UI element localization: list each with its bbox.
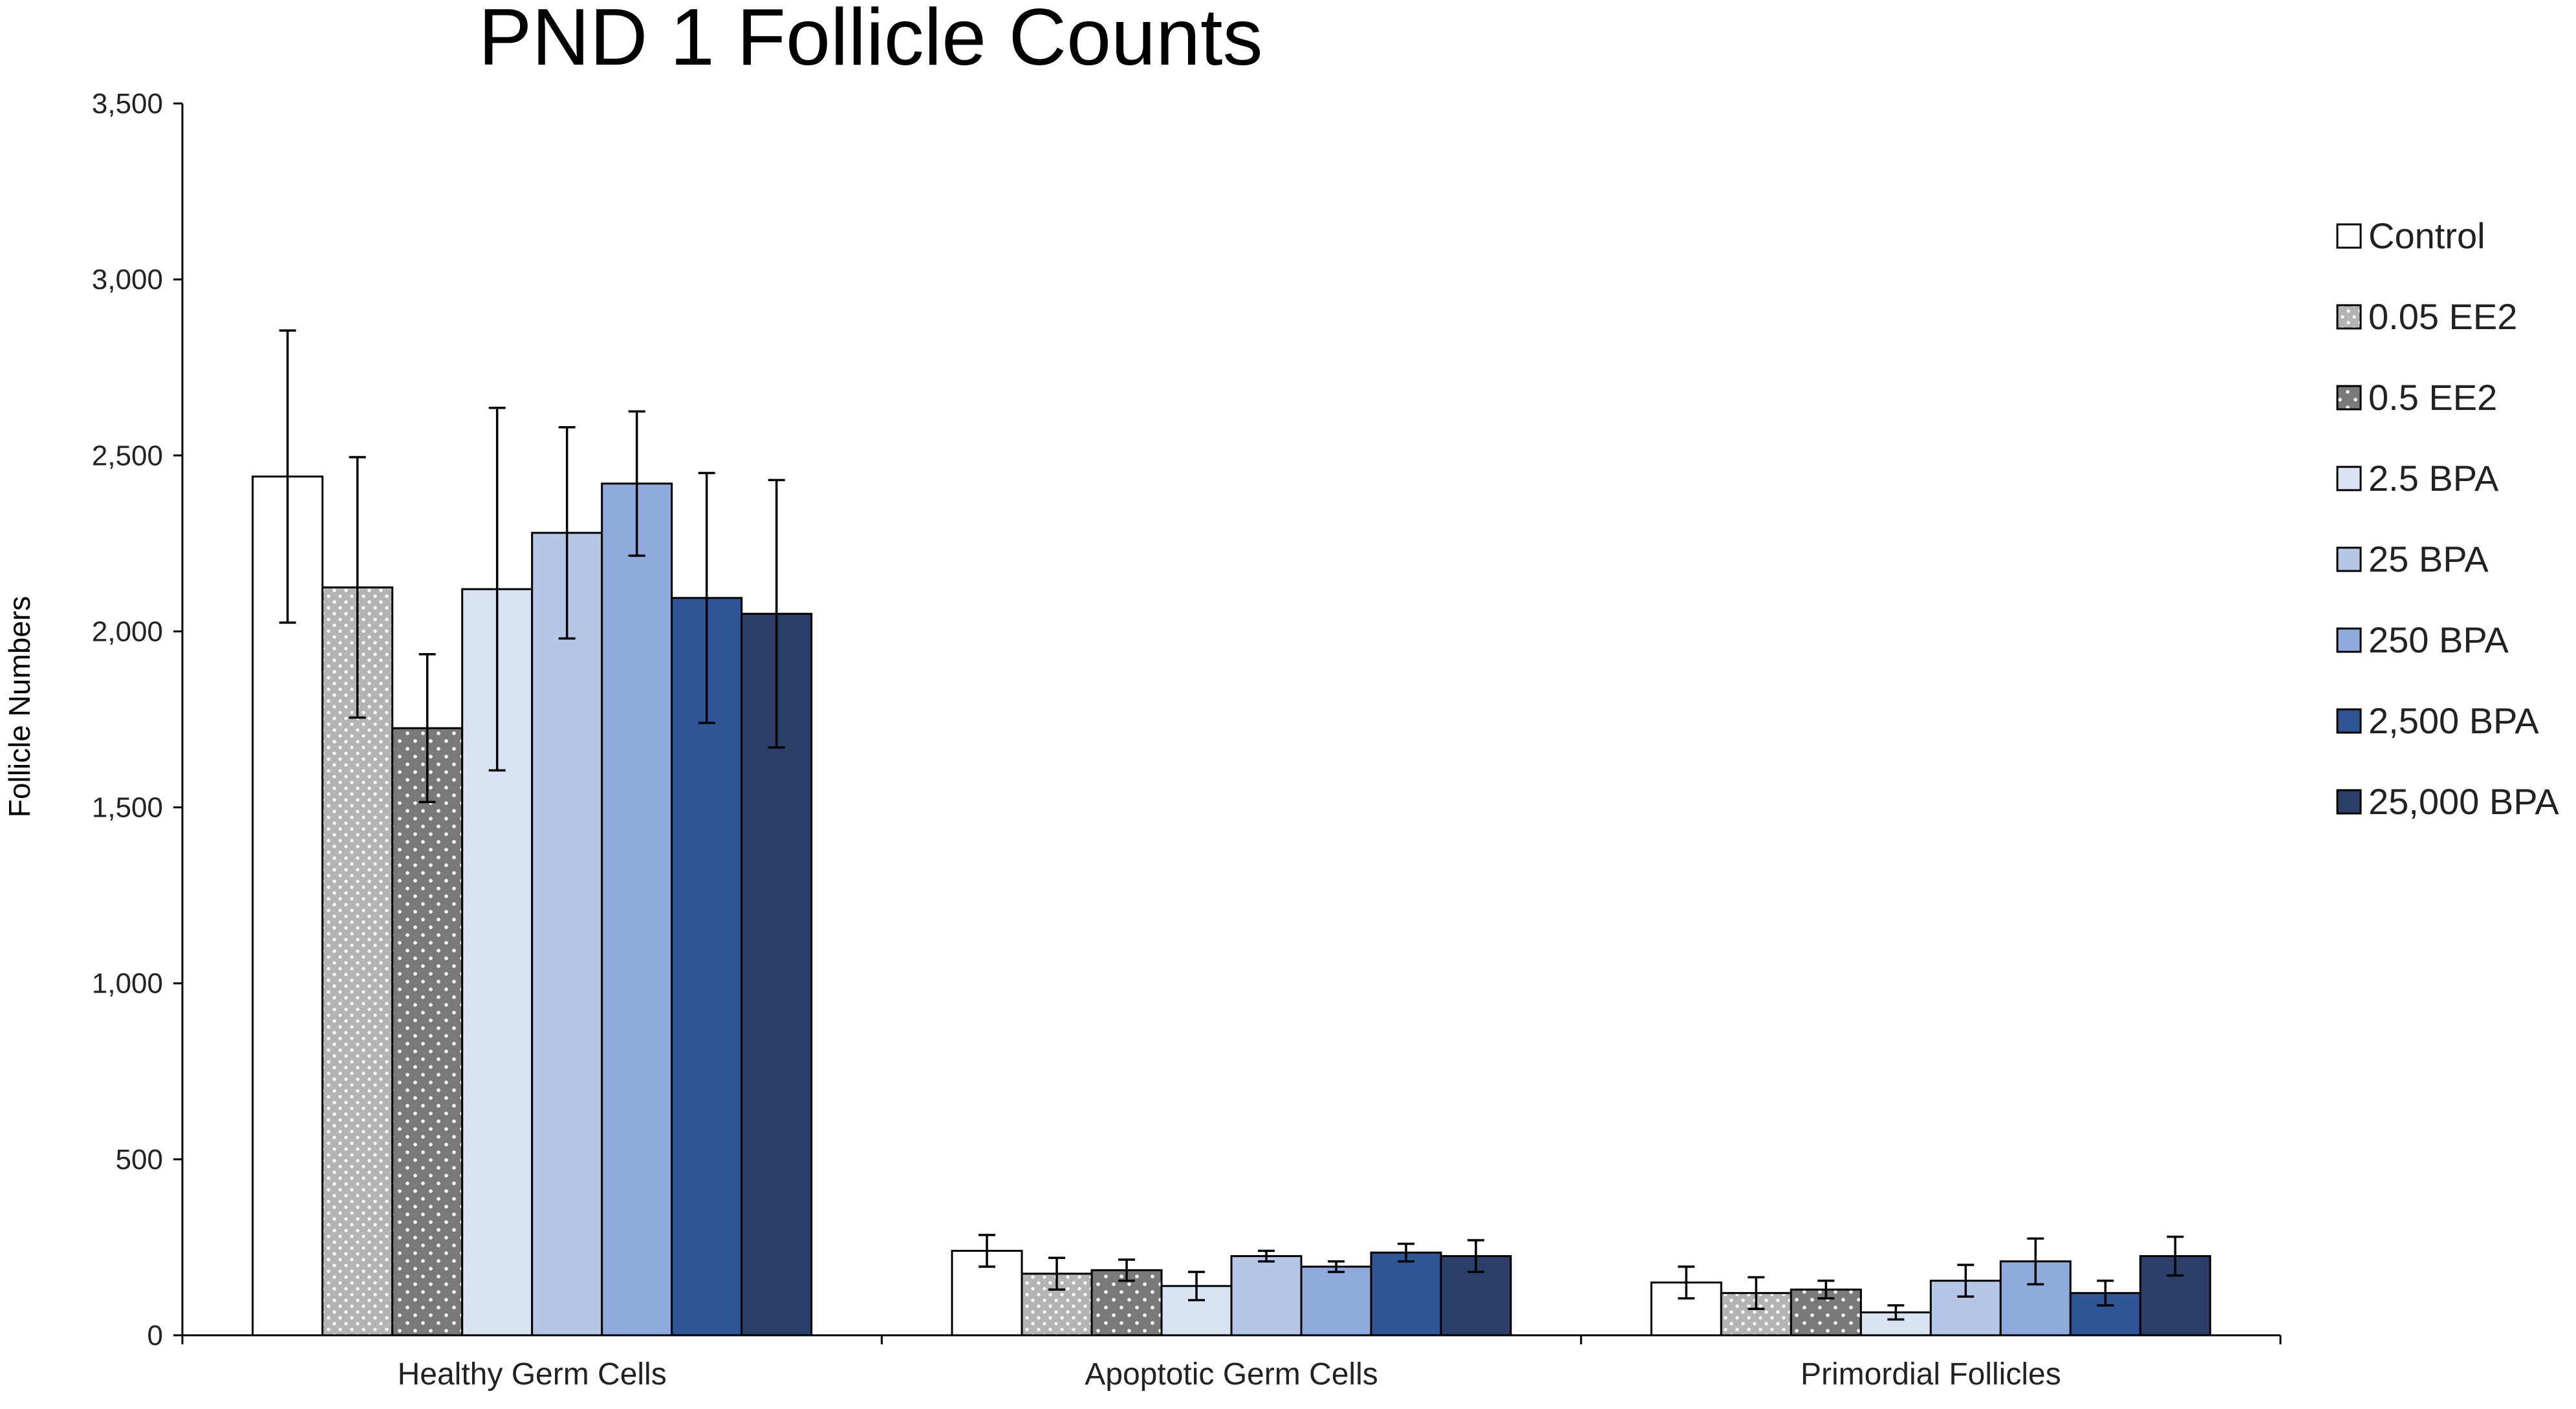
x-category-label: Healthy Germ Cells [398, 1357, 667, 1392]
legend-label: 25,000 BPA [2368, 781, 2559, 822]
bar [1230, 1255, 1303, 1337]
legend-swatch [2336, 546, 2362, 572]
legend-label: 0.5 EE2 [2368, 377, 2497, 418]
y-axis-label: Follicle Numbers [3, 596, 36, 818]
legend-label: 25 BPA [2368, 539, 2489, 579]
bars [252, 329, 2211, 1337]
legend-swatch [2336, 223, 2362, 249]
legend-label: 2.5 BPA [2368, 458, 2499, 499]
y-tick-label: 3,500 [92, 88, 163, 120]
legend-swatch [2336, 627, 2362, 653]
legend: Control 0.05 EE2 0.5 EE2 2.5 BPA 25 BPA 250 B… [2336, 215, 2559, 822]
legend-label: Control [2368, 215, 2485, 256]
y-tick-label: 500 [116, 1144, 163, 1176]
x-category-label: Apoptotic Germ Cells [1085, 1357, 1378, 1392]
chart-title: PND 1 Follicle Counts [479, 0, 1263, 82]
x-category-label: Primordial Follicles [1801, 1357, 2061, 1392]
bar [1370, 1251, 1442, 1337]
bar [391, 727, 464, 1337]
y-tick-label: 3,000 [92, 264, 163, 296]
y-tick-label: 1,000 [92, 968, 163, 1000]
legend-label: 2,500 BPA [2368, 700, 2539, 741]
legend-swatch [2336, 708, 2362, 734]
legend-label: 0.05 EE2 [2368, 296, 2517, 337]
legend-swatch [2336, 385, 2362, 411]
bar [1300, 1265, 1372, 1337]
legend-swatch [2336, 789, 2362, 815]
bar [601, 482, 673, 1337]
y-tick-label: 2,000 [92, 616, 163, 647]
axes: 0 500 1,000 1,500 2,000 2,500 3,000 3,500 Health… [92, 88, 2282, 1392]
legend-label: 250 BPA [2368, 619, 2509, 660]
y-tick-label: 1,500 [92, 792, 163, 824]
legend-swatch [2336, 466, 2362, 491]
y-tick-label: 0 [147, 1320, 163, 1351]
legend-swatch [2336, 304, 2362, 330]
bar [531, 532, 603, 1337]
y-tick-label: 2,500 [92, 440, 163, 471]
